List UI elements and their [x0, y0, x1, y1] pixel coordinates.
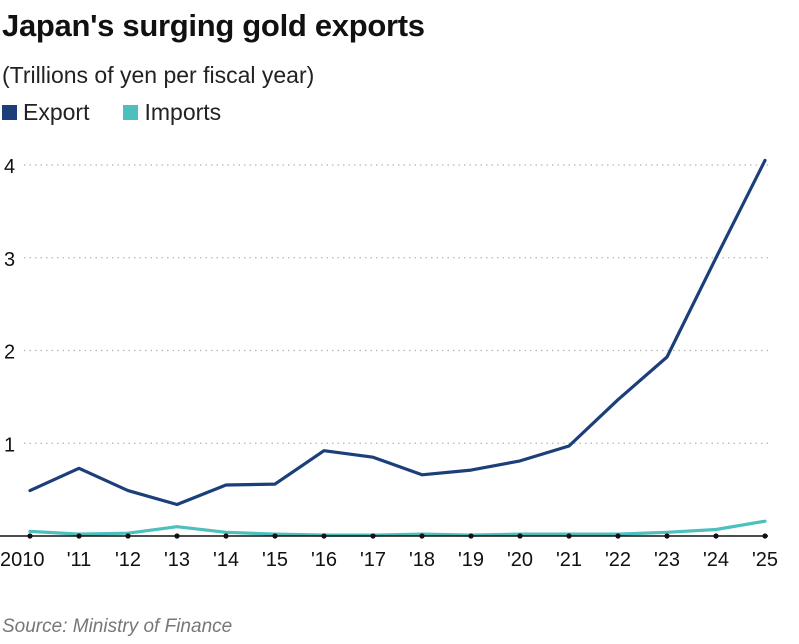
legend-item-export: Export: [2, 99, 89, 126]
y-tick-label: 3: [4, 249, 15, 271]
legend-swatch-export: [2, 105, 17, 120]
chart-title: Japan's surging gold exports: [2, 8, 425, 43]
x-tick-mark: [272, 533, 278, 539]
x-tick-mark: [125, 533, 131, 539]
x-tick-label: '16: [311, 549, 337, 571]
x-tick-label: '25: [752, 549, 778, 571]
x-tick-mark: [321, 533, 327, 539]
y-tick-label: 2: [4, 342, 15, 364]
x-axis: 2010 '11 '12 '13 '14 '15 '16 '17 '18 '19 '20 '21 '22…: [0, 533, 778, 571]
x-tick-label: 2010: [0, 549, 45, 571]
x-tick-mark: [27, 533, 33, 539]
x-tick-mark: [419, 533, 425, 539]
x-tick-mark: [223, 533, 229, 539]
x-tick-label: '12: [115, 549, 141, 571]
x-tick-mark: [468, 533, 474, 539]
legend-swatch-imports: [123, 105, 139, 120]
grid-lines: [24, 164, 768, 444]
x-tick-mark: [713, 533, 719, 539]
chart-subtitle: (Trillions of yen per fiscal year): [2, 62, 315, 88]
x-tick-label: '17: [360, 549, 386, 571]
legend: Export Imports: [2, 99, 255, 126]
x-tick-label: '20: [507, 549, 533, 571]
legend-label-export: Export: [23, 99, 90, 125]
x-tick-mark: [615, 533, 621, 539]
x-tick-mark: [664, 533, 670, 539]
x-tick-mark: [517, 533, 523, 539]
x-tick-mark: [566, 533, 572, 539]
x-tick-mark: [174, 533, 180, 539]
series-line-imports: [28, 519, 767, 537]
x-tick-label: '23: [654, 549, 680, 571]
x-tick-label: '24: [703, 549, 729, 571]
y-axis: 1 2 3 4: [4, 156, 15, 456]
x-tick-label: '21: [556, 549, 582, 571]
y-tick-label: 1: [4, 434, 15, 456]
x-tick-label: '22: [605, 549, 631, 571]
series-line-export: [28, 158, 767, 507]
legend-item-imports: Imports: [123, 99, 221, 126]
legend-label-imports: Imports: [144, 99, 222, 125]
x-tick-label: '13: [164, 549, 190, 571]
x-tick-mark: [762, 533, 768, 539]
x-tick-label: '18: [409, 549, 435, 571]
x-tick-mark: [76, 533, 82, 539]
source-note: Source: Ministry of Finance: [2, 616, 233, 637]
x-tick-label: '15: [262, 549, 288, 571]
series-lines: [28, 158, 767, 537]
x-tick-label: '11: [67, 549, 92, 571]
x-tick-mark: [370, 533, 376, 539]
x-tick-label: '14: [213, 549, 239, 571]
x-tick-label: '19: [458, 549, 484, 571]
y-tick-label: 4: [4, 156, 15, 178]
